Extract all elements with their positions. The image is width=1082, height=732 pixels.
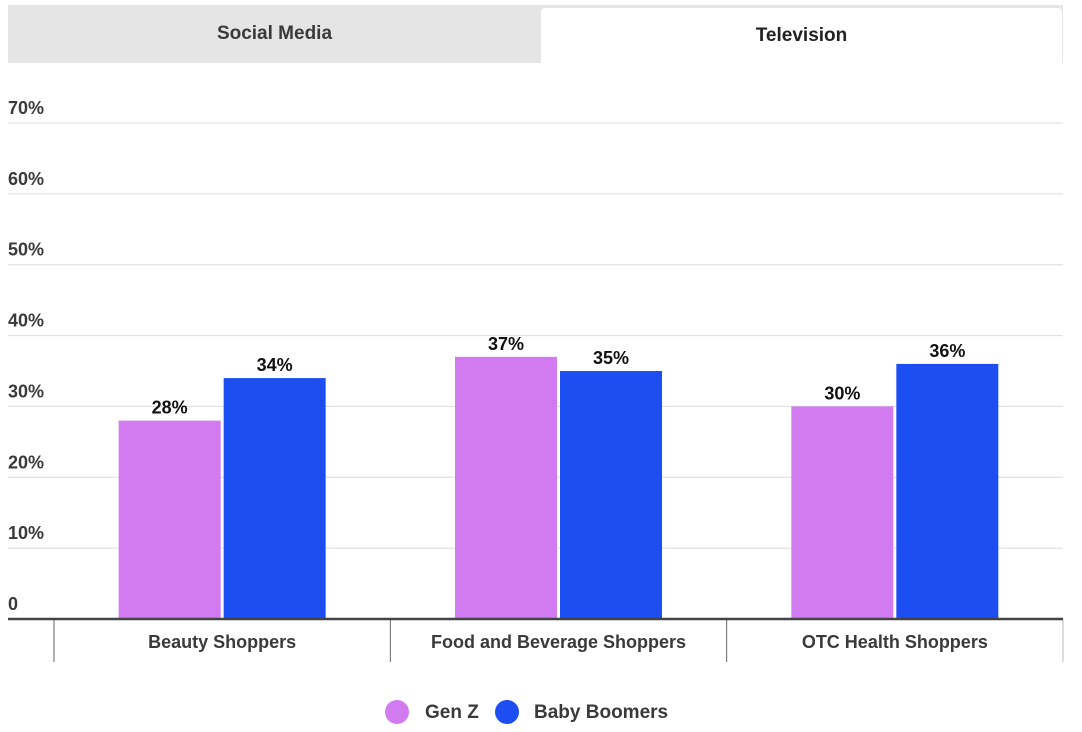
bar-gen-z	[455, 356, 557, 619]
tab-social-media[interactable]: Social Media	[216, 23, 333, 44]
y-tick-label: 40%	[8, 311, 44, 331]
legend-swatch-gen-z	[385, 700, 409, 724]
legend-swatch-baby-boomers	[495, 700, 519, 724]
data-label: 35%	[593, 348, 629, 368]
tab-bar: Social Media Television	[8, 5, 1063, 63]
bar-baby-boomers	[560, 371, 662, 619]
y-tick-label: 70%	[8, 98, 44, 118]
x-tick-label: OTC Health Shoppers	[802, 632, 988, 652]
x-tick-label: Food and Beverage Shoppers	[431, 632, 686, 652]
bar-baby-boomers	[896, 363, 999, 619]
y-tick-label: 10%	[8, 523, 44, 543]
bar-gen-z	[118, 420, 221, 619]
legend-label: Baby Boomers	[534, 702, 668, 723]
data-label: 28%	[152, 398, 188, 418]
data-label: 30%	[824, 383, 860, 403]
data-label: 37%	[488, 334, 524, 354]
y-tick-label: 0	[8, 594, 18, 614]
y-tick-label: 20%	[8, 452, 44, 472]
tab-television[interactable]: Television	[541, 8, 1062, 63]
data-label: 34%	[257, 355, 293, 375]
bar-gen-z	[791, 406, 894, 619]
y-tick-label: 60%	[8, 169, 44, 189]
data-label: 36%	[929, 341, 965, 361]
y-tick-label: 30%	[8, 381, 44, 401]
legend-label: Gen Z	[425, 702, 479, 723]
bar-baby-boomers	[223, 378, 326, 619]
y-tick-label: 50%	[8, 240, 44, 260]
x-tick-label: Beauty Shoppers	[148, 632, 296, 652]
